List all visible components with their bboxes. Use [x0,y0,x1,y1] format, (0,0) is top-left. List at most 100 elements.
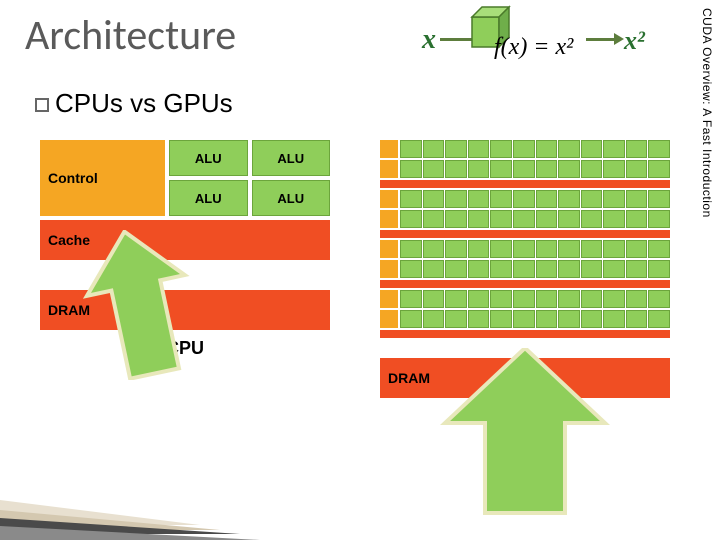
gpu-row [380,160,670,178]
gpu-alu-cell [558,290,580,308]
gpu-alu-cell [445,190,467,208]
gpu-control-block [380,190,398,208]
gpu-cache-strip [380,230,670,238]
gpu-control-block [380,310,398,328]
gpu-row [380,190,670,208]
gpu-cache-strip [380,180,670,188]
gpu-alu-cell [513,240,535,258]
gpu-alu-cell [400,310,422,328]
gpu-alu-cell [423,260,445,278]
gpu-alu-cell [648,260,670,278]
gpu-alu-cell [603,160,625,178]
gpu-alu-row [400,190,670,208]
gpu-alu-cell [581,160,603,178]
gpu-alu-cell [490,160,512,178]
gpu-alu-cell [400,190,422,208]
gpu-alu-cell [626,140,648,158]
gpu-alu-cell [581,140,603,158]
gpu-alu-cell [536,310,558,328]
gpu-alu-cell [603,190,625,208]
gpu-alu-cell [603,260,625,278]
gpu-alu-cell [468,260,490,278]
gpu-alu-cell [648,190,670,208]
gpu-alu-cell [445,160,467,178]
gpu-alu-cell [490,290,512,308]
gpu-alu-cell [558,260,580,278]
gpu-alu-cell [603,140,625,158]
gpu-alu-cell [400,160,422,178]
gpu-alu-cell [536,290,558,308]
gpu-control-block [380,160,398,178]
gpu-row [380,260,670,278]
gpu-row [380,240,670,258]
gpu-alu-cell [468,310,490,328]
cpu-alu: ALU [169,140,248,176]
gpu-alu-cell [648,240,670,258]
gpu-row [380,140,670,158]
gpu-alu-cell [490,210,512,228]
gpu-alu-cell [626,240,648,258]
gpu-control-block [380,290,398,308]
gpu-alu-cell [603,290,625,308]
gpu-alu-cell [445,310,467,328]
gpu-alu-cell [648,310,670,328]
gpu-alu-cell [603,240,625,258]
gpu-alu-cell [400,240,422,258]
gpu-row [380,210,670,228]
gpu-cache-strip [380,330,670,338]
gpu-alu-cell [445,290,467,308]
gpu-alu-cell [536,260,558,278]
gpu-alu-cell [445,260,467,278]
gpu-alu-cell [536,210,558,228]
gpu-alu-cell [468,210,490,228]
gpu-alu-cell [490,260,512,278]
subtitle-text: CPUs vs GPUs [55,88,233,118]
cpu-alu-grid: ALU ALU ALU ALU [169,140,330,216]
function-formula: f(x) = x² [494,34,573,61]
gpu-alu-cell [513,140,535,158]
gpu-alu-row [400,260,670,278]
gpu-alu-row [400,290,670,308]
gpu-alu-cell [400,210,422,228]
corner-decoration [0,470,260,540]
gpu-alu-cell [581,190,603,208]
gpu-control-block [380,210,398,228]
gpu-control-block [380,240,398,258]
gpu-alu-cell [558,160,580,178]
gpu-alu-cell [490,190,512,208]
gpu-alu-cell [558,310,580,328]
gpu-alu-cell [423,210,445,228]
gpu-alu-cell [581,310,603,328]
gpu-alu-cell [423,240,445,258]
gpu-alu-row [400,240,670,258]
gpu-alu-cell [536,240,558,258]
gpu-alu-cell [626,310,648,328]
gpu-alu-cell [400,260,422,278]
gpu-alu-cell [603,310,625,328]
gpu-alu-cell [626,160,648,178]
gpu-alu-cell [581,240,603,258]
gpu-alu-cell [581,210,603,228]
gpu-row [380,290,670,308]
arrow-right-icon [586,38,616,41]
gpu-alu-cell [513,260,535,278]
gpu-alu-cell [513,210,535,228]
gpu-cache-strip [380,280,670,288]
gpu-alu-cell [468,160,490,178]
gpu-alu-cell [400,140,422,158]
input-x-symbol: x [422,24,436,56]
cpu-alu: ALU [169,180,248,216]
gpu-alu-cell [468,190,490,208]
gpu-alu-cell [423,310,445,328]
gpu-alu-cell [468,290,490,308]
output-x2-symbol: x² [624,26,645,56]
gpu-alu-cell [626,210,648,228]
gpu-alu-cell [648,290,670,308]
gpu-alu-cell [490,240,512,258]
gpu-alu-cell [468,140,490,158]
gpu-alu-cell [445,140,467,158]
gpu-alu-cell [513,190,535,208]
slide-title: Architecture [25,10,236,61]
gpu-alu-cell [423,140,445,158]
gpu-alu-cell [558,140,580,158]
